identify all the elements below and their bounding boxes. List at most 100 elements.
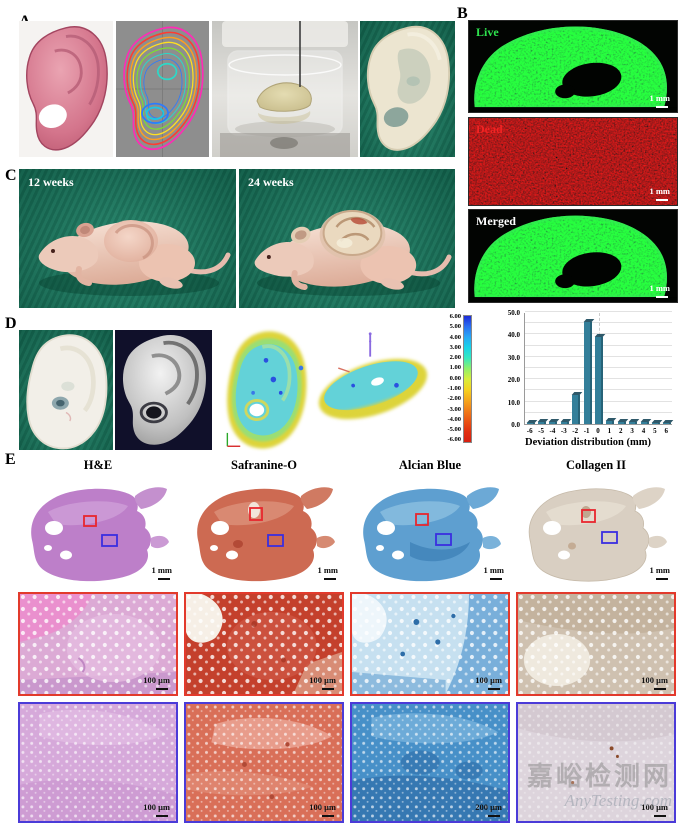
chart-x-tick-label: 1 (607, 427, 612, 435)
collagen-red-graphic (518, 594, 674, 694)
deviation-map-front (220, 326, 312, 452)
safranine-magnified-red: 100 μm (184, 592, 344, 696)
he-section-graphic (31, 487, 169, 582)
chart-y-tick-label: 50.0 (507, 309, 520, 317)
safranine-section-graphic (197, 487, 335, 582)
safranine-whole-section: 1 mm (184, 482, 344, 584)
chart-plot (524, 311, 672, 425)
alcian-blue-graphic (352, 704, 508, 821)
alcian-whole-section: 1 mm (350, 482, 510, 584)
colorbar-tick-label: 6.00 (449, 313, 461, 320)
chart-bar--5 (538, 421, 547, 424)
construct-3d-scan-image (115, 330, 212, 450)
alcian-red-graphic (352, 594, 508, 694)
he-red-graphic (20, 594, 176, 694)
colorbar-tick-label: 2.00 (449, 354, 461, 362)
dead-label: Dead (476, 122, 503, 136)
deviation-front-graphic (226, 331, 307, 449)
chart-x-ticks: -6 -5 -4 -3 -2 -1 0 1 2 3 4 5 6 (524, 427, 672, 437)
mouse-12w-label: 12 weeks (28, 175, 74, 189)
column-header-he: H&E (83, 458, 113, 472)
chart-bar--2 (572, 394, 581, 424)
construct-front-graphic (26, 334, 108, 450)
colorbar-tick-label: -5.00 (447, 426, 461, 434)
construct-scan-graphic (122, 334, 206, 445)
ear-contour-scan-image (116, 21, 209, 157)
chart-gridline (525, 322, 672, 324)
collagen-section-scale: 1 mm (649, 565, 670, 580)
scale-bar-line (656, 106, 668, 108)
chart-x-tick-label: 4 (641, 427, 646, 435)
ear-3d-model-graphic (26, 26, 108, 151)
live-stain-image: Live 1 mm (468, 20, 678, 113)
alcian-magnified-blue: 200 μm (350, 702, 510, 823)
mouse-photo-24-weeks: 24 weeks (239, 169, 455, 308)
scale-bar-line (156, 814, 168, 817)
merged-stain-image: Merged 1 mm (468, 209, 678, 303)
chart-bar--3 (560, 421, 569, 424)
collagen-magnified-red: 100 μm (516, 592, 676, 696)
collagen-red-scale: 100 μm (641, 675, 668, 690)
scale-bar-line (490, 577, 502, 580)
scale-bar-line (156, 687, 168, 690)
chart-bar--4 (549, 421, 558, 424)
collagen-blue-scale: 100 μm (641, 802, 668, 817)
chart-x-tick-label: -3 (560, 427, 567, 435)
deviation-colorbar-ticks: 6.00 5.00 4.00 3.00 2.00 1.00 0.00 -1.00 -2.00 -3… (433, 313, 461, 444)
he-section-scale: 1 mm (151, 565, 172, 580)
chart-bar-3 (629, 421, 638, 424)
chart-bar-6 (663, 422, 672, 424)
safranine-blue-graphic (186, 704, 342, 821)
colorbar-tick-label: -6.00 (447, 436, 461, 444)
column-header-safranine: Safranine-O (231, 458, 297, 472)
construct-photo-front (19, 330, 113, 450)
safranine-magnified-blue: 100 μm (184, 702, 344, 823)
chart-y-tick-label: 30.0 (507, 353, 520, 362)
collagen-whole-section: 1 mm (516, 482, 676, 584)
scale-bar-line (654, 687, 666, 690)
collagen-magnified-blue: 100 μm (516, 702, 676, 823)
chart-y-tick-label: 20.0 (507, 376, 520, 385)
scale-bar-line (656, 296, 668, 298)
he-blue-scale: 100 μm (143, 802, 170, 817)
live-label: Live (476, 25, 499, 39)
printed-ear-photo (360, 21, 455, 157)
alcian-red-scale: 100 μm (475, 675, 502, 690)
chart-bar-5 (651, 422, 660, 424)
he-whole-section: 1 mm (18, 482, 178, 584)
printed-ear-graphic (366, 25, 450, 151)
deviation-tilted-graphic (318, 332, 428, 420)
chart-x-tick-label: -5 (538, 427, 544, 435)
chart-bar-0 (595, 336, 603, 424)
scale-bar-line (654, 814, 666, 817)
merged-stain-graphic (469, 215, 677, 302)
chart-x-tick-label: 2 (619, 427, 623, 435)
scale-bar-line (322, 687, 334, 690)
he-blue-graphic (20, 704, 176, 821)
column-header-alcian: Alcian Blue (398, 458, 462, 472)
scale-bar-line (322, 814, 334, 817)
mouse-24w-label: 24 weeks (248, 175, 294, 189)
chart-x-tick-label: 5 (653, 427, 657, 435)
dead-stain-graphic (469, 118, 677, 205)
panel-label-d: D (5, 315, 17, 332)
scale-bar-line (488, 687, 500, 690)
alcian-section-graphic (363, 487, 501, 582)
chart-y-ticks: 0.0 10.0 20.0 30.0 40.0 50.0 (496, 309, 522, 429)
colorbar-tick-label: 3.00 (449, 343, 461, 351)
chart-x-tick-label: 0 (596, 427, 600, 435)
chart-bar-1 (606, 421, 615, 424)
chart-x-tick-label: 3 (630, 427, 634, 435)
collagen-section-graphic (528, 487, 667, 582)
deviation-colorbar (463, 315, 472, 443)
merged-scale-bar: 1 mm (649, 283, 670, 298)
mouse-photo-12-weeks: 12 weeks (19, 169, 236, 308)
deviation-histogram: 0.0 10.0 20.0 30.0 40.0 50.0 -6 -5 -4 -3 -2 -1 0 1 2 3… (496, 309, 680, 453)
chart-x-tick-label: -2 (572, 427, 579, 435)
colorbar-tick-label: -2.00 (447, 395, 461, 403)
chart-bar-4 (640, 421, 649, 424)
chart-y-tick-label: 40.0 (507, 331, 520, 340)
safranine-red-scale: 100 μm (309, 675, 336, 690)
colorbar-tick-label: -3.00 (447, 405, 461, 413)
